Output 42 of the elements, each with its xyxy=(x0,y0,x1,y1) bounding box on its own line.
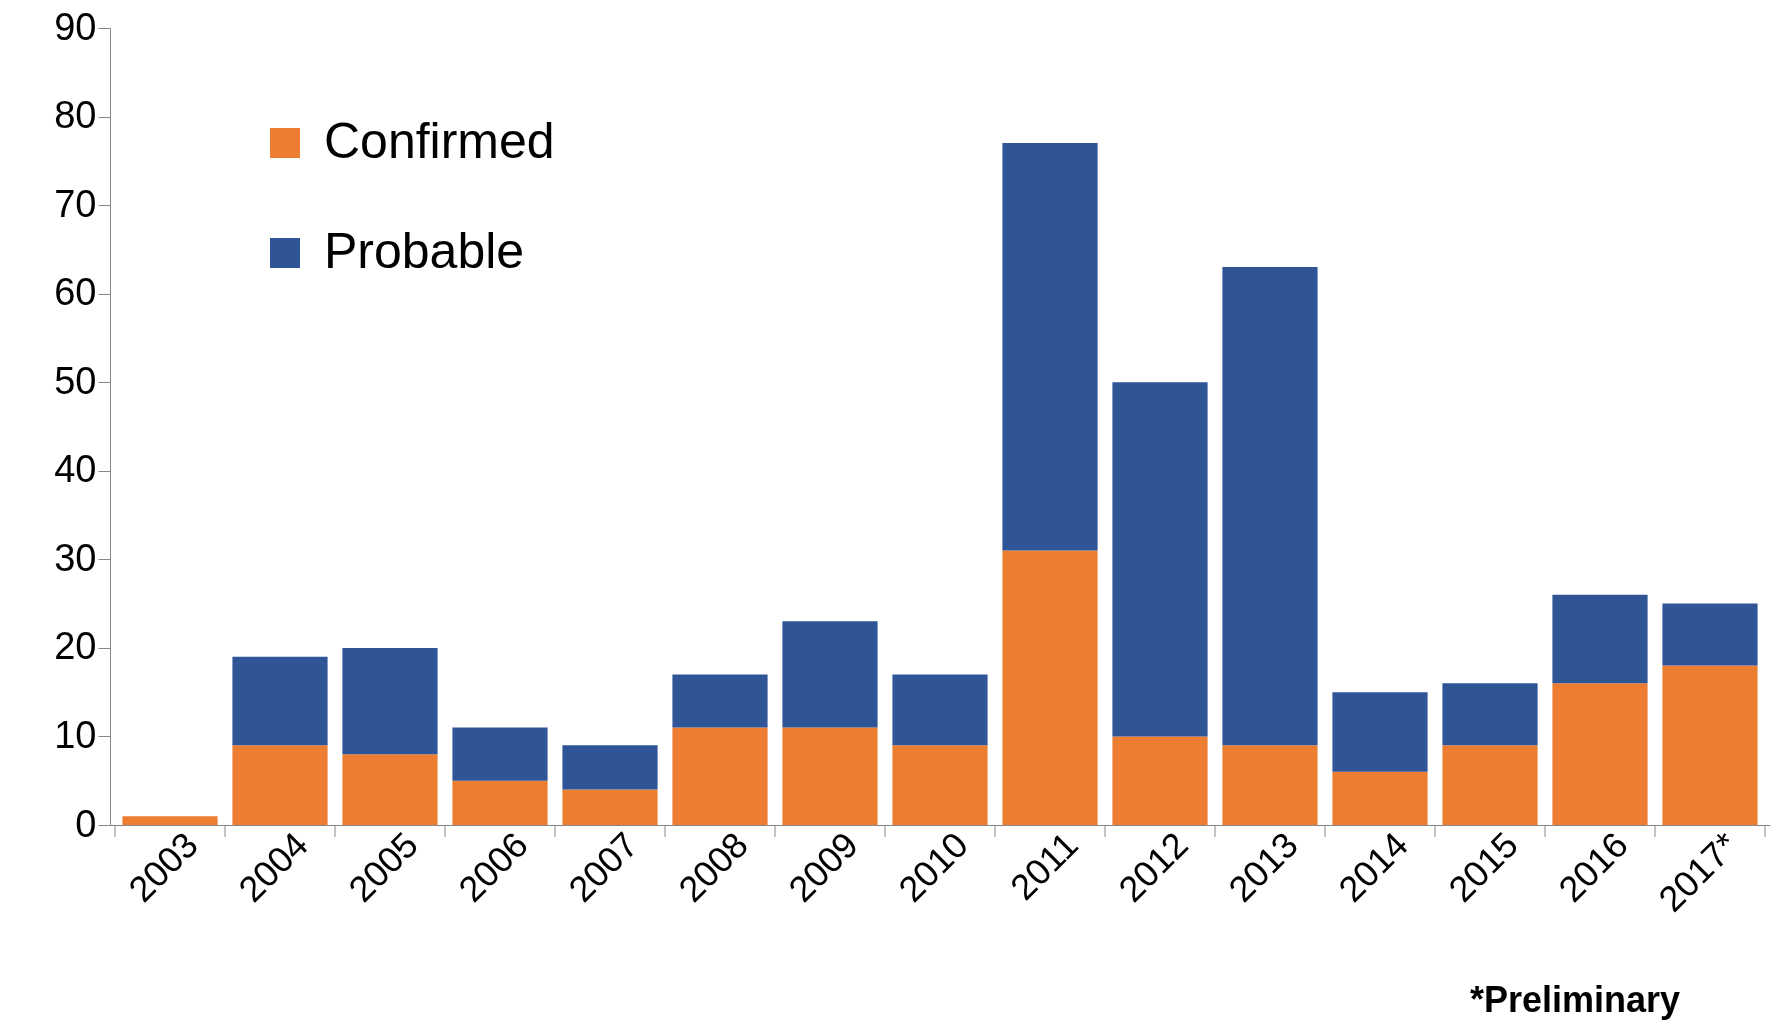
bar xyxy=(1332,771,1428,825)
bar xyxy=(232,656,328,746)
y-tick-label: 90 xyxy=(54,5,97,48)
bar xyxy=(1662,603,1758,666)
bar xyxy=(452,727,548,781)
bar xyxy=(782,727,878,825)
legend-label: Confirmed xyxy=(324,113,555,169)
bar xyxy=(1552,594,1648,684)
bar xyxy=(1442,745,1538,825)
bar xyxy=(1552,683,1648,825)
bar xyxy=(232,745,328,825)
bar xyxy=(1112,736,1208,825)
bar xyxy=(892,674,988,746)
bar xyxy=(782,621,878,728)
bar xyxy=(562,745,658,790)
y-tick-label: 80 xyxy=(54,94,97,137)
bar xyxy=(1222,267,1318,746)
text: *Preliminary xyxy=(1469,979,1680,1020)
bar xyxy=(1222,745,1318,825)
bar xyxy=(1442,683,1538,746)
bar xyxy=(1662,665,1758,825)
bar xyxy=(562,789,658,825)
bar xyxy=(342,754,438,825)
bar xyxy=(1002,550,1098,825)
y-tick-label: 50 xyxy=(54,359,97,402)
y-tick-label: 10 xyxy=(54,713,97,756)
bar xyxy=(342,647,438,755)
y-tick-label: 20 xyxy=(54,625,97,668)
y-tick-label: 0 xyxy=(75,802,97,845)
bar xyxy=(452,780,548,825)
y-tick-label: 70 xyxy=(54,182,97,225)
bar xyxy=(1002,143,1098,551)
y-tick-label: 30 xyxy=(54,536,97,579)
bar xyxy=(672,674,768,728)
y-tick-label: 60 xyxy=(54,271,97,314)
bar xyxy=(672,727,768,825)
y-tick-label: 40 xyxy=(54,448,97,491)
bar xyxy=(122,816,218,825)
bar xyxy=(892,745,988,825)
bar xyxy=(1332,692,1428,772)
legend-label: Probable xyxy=(324,223,525,279)
bar xyxy=(1112,382,1208,737)
